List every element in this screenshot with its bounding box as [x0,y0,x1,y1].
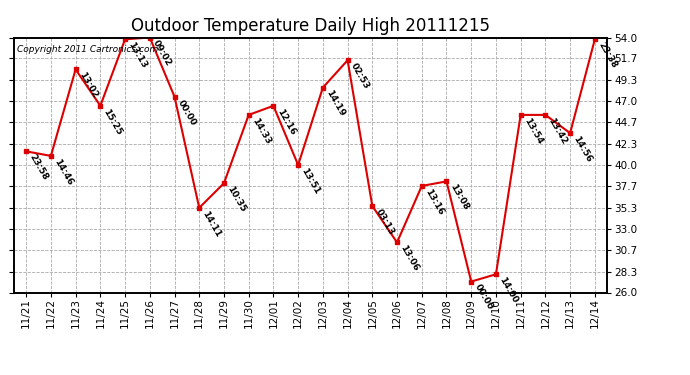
Text: 23:58: 23:58 [28,153,50,182]
Text: 02:53: 02:53 [349,62,371,91]
Text: 13:51: 13:51 [299,166,322,196]
Text: 12:16: 12:16 [275,107,297,136]
Text: 15:25: 15:25 [101,107,124,136]
Text: 13:08: 13:08 [448,183,470,212]
Text: Copyright 2011 Cartronics.com: Copyright 2011 Cartronics.com [17,45,158,54]
Text: 13:42: 13:42 [546,116,569,146]
Text: 14:33: 14:33 [250,116,273,146]
Text: 14:00: 14:00 [497,276,520,305]
Text: 14:56: 14:56 [571,135,593,164]
Text: 03:13: 03:13 [374,207,396,237]
Text: 13:06: 13:06 [398,244,420,273]
Text: 14:11: 14:11 [201,209,223,238]
Text: 00:00: 00:00 [176,98,198,127]
Text: 23:38: 23:38 [596,41,618,70]
Title: Outdoor Temperature Daily High 20111215: Outdoor Temperature Daily High 20111215 [131,16,490,34]
Text: 10:35: 10:35 [226,184,248,214]
Text: 13:13: 13:13 [126,41,148,70]
Text: 09:02: 09:02 [151,39,173,68]
Text: 14:19: 14:19 [324,89,346,118]
Text: 13:54: 13:54 [522,116,544,146]
Text: 14:46: 14:46 [52,157,75,187]
Text: 13:02: 13:02 [77,71,99,100]
Text: 00:00: 00:00 [473,283,495,312]
Text: 13:16: 13:16 [423,188,445,217]
